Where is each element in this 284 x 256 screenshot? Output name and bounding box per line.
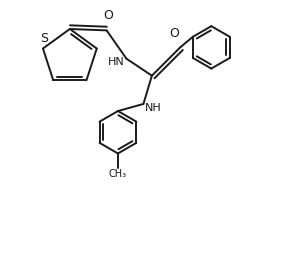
Text: HN: HN bbox=[108, 57, 125, 67]
Text: O: O bbox=[103, 9, 113, 23]
Text: NH: NH bbox=[145, 103, 162, 113]
Text: O: O bbox=[170, 27, 179, 40]
Text: CH₃: CH₃ bbox=[109, 169, 127, 179]
Text: S: S bbox=[40, 32, 48, 45]
